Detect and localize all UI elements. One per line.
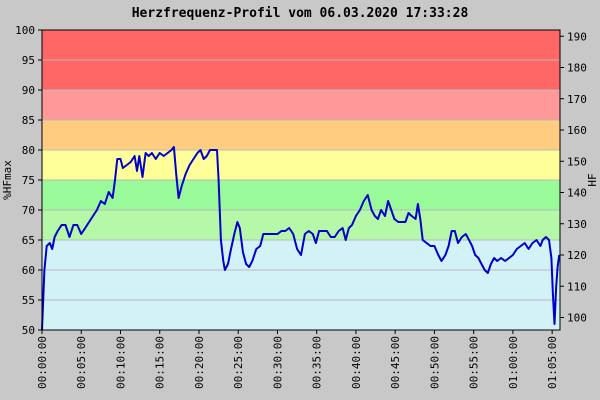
y-tick-label: 65	[22, 234, 35, 247]
y-axis-label: %HFmax	[1, 160, 14, 200]
y2-tick-label: 170	[567, 93, 587, 106]
x-tick-label: 00:35:00	[311, 336, 324, 389]
y2-tick-label: 100	[567, 312, 587, 325]
zone-band	[42, 120, 560, 150]
x-tick-label: 00:30:00	[271, 336, 284, 389]
y2-tick-label: 150	[567, 155, 587, 168]
y-tick-label: 50	[22, 324, 35, 337]
y2-tick-label: 140	[567, 187, 587, 200]
y2-axis-label: HF	[586, 173, 599, 186]
x-tick-label: 00:10:00	[114, 336, 127, 389]
x-tick-label: 01:05:00	[546, 336, 559, 389]
x-tick-label: 01:00:00	[507, 336, 520, 389]
zone-band	[42, 210, 560, 240]
zone-band	[42, 180, 560, 210]
y2-tick-label: 120	[567, 249, 587, 262]
x-tick-label: 00:45:00	[389, 336, 402, 389]
x-tick-label: 00:25:00	[232, 336, 245, 389]
x-tick-label: 00:05:00	[75, 336, 88, 389]
y-tick-label: 55	[22, 294, 35, 307]
y2-tick-label: 130	[567, 218, 587, 231]
x-tick-label: 00:50:00	[428, 336, 441, 389]
y-tick-label: 95	[22, 54, 35, 67]
chart-title: Herzfrequenz-Profil vom 06.03.2020 17:33…	[132, 6, 469, 21]
x-tick-label: 00:15:00	[154, 336, 167, 389]
y-tick-label: 100	[15, 24, 35, 37]
heart-rate-line	[41, 146, 561, 331]
y-tick-label: 70	[22, 204, 35, 217]
y2-tick-label: 190	[567, 30, 587, 43]
y2-tick-label: 160	[567, 124, 587, 137]
x-tick-label: 00:40:00	[350, 336, 363, 389]
zone-band	[42, 150, 560, 180]
y-tick-label: 80	[22, 144, 35, 157]
x-tick-label: 00:55:00	[468, 336, 481, 389]
y2-tick-label: 180	[567, 62, 587, 75]
y-tick-label: 90	[22, 84, 35, 97]
x-tick-label: 00:00:00	[36, 336, 49, 389]
y-tick-label: 75	[22, 174, 35, 187]
x-tick-label: 00:20:00	[193, 336, 206, 389]
y-tick-label: 60	[22, 264, 35, 277]
plot-border	[41, 29, 561, 331]
y2-tick-label: 110	[567, 280, 587, 293]
y-tick-label: 85	[22, 114, 35, 127]
zone-band	[42, 90, 560, 120]
